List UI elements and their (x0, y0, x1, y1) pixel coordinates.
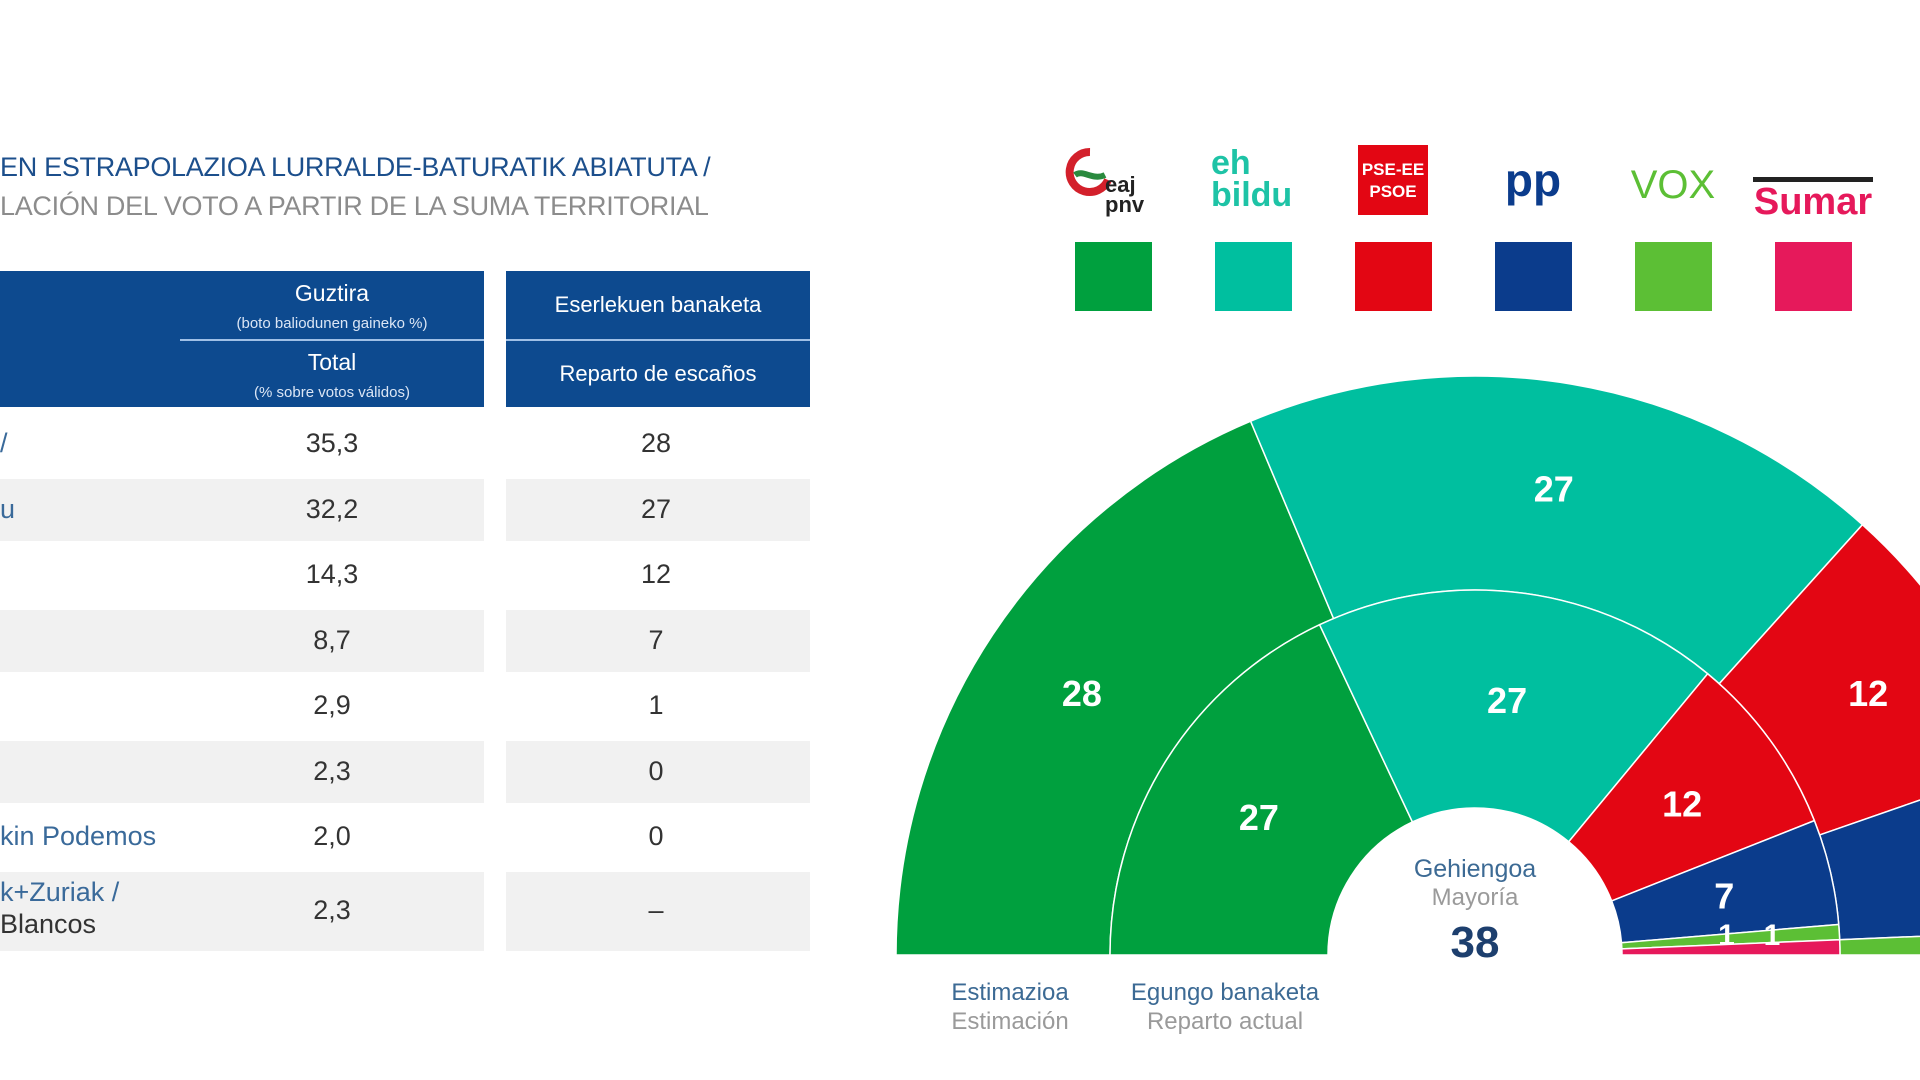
vote-percent: 2,3 (313, 755, 351, 786)
row-cell-seats (506, 740, 810, 803)
table-row: k+Zuriak / Blancos 2,3 – (0, 871, 810, 951)
seat-label-estimate-psoe: 12 (1848, 673, 1888, 714)
seat-label-current-pnv: 27 (1239, 797, 1279, 838)
table-row: 14,3 12 (0, 544, 810, 607)
table-header-seats: Eserlekuen banaketa Reparto de escaños (506, 271, 810, 407)
table-row: kin Podemos 2,0 0 (0, 806, 810, 869)
header-guztira: Guztira (294, 280, 370, 306)
table-row: 2,3 0 (0, 740, 810, 803)
vote-percent: 2,9 (313, 690, 351, 721)
seat-label-current-psoe: 12 (1662, 784, 1702, 825)
vote-percent: 2,3 (313, 895, 351, 925)
vote-percent: 32,2 (305, 493, 359, 524)
majority-eu: Gehiengoa (1413, 855, 1537, 883)
legend-outer-eu: Estimazioa (951, 979, 1069, 1006)
row-cell-total (0, 740, 484, 803)
vote-percent: 8,7 (313, 624, 351, 655)
row-cell-seats (506, 609, 810, 672)
header-total: Total (307, 349, 357, 375)
seat-label-estimate-pnv: 28 (1062, 673, 1102, 714)
title-basque: EN ESTRAPOLAZIOA LURRALDE-BATURATIK ABIA… (0, 152, 711, 182)
header-divider (506, 339, 810, 341)
seat-count: 12 (640, 559, 672, 590)
row-cell-seats (506, 478, 810, 541)
table-row: u 32,2 27 (0, 478, 810, 541)
seat-label-current-bildu: 27 (1487, 680, 1527, 721)
seat-count: 0 (648, 755, 664, 786)
legend-inner-es: Reparto actual (1146, 1008, 1304, 1035)
table-row: 8,7 7 (0, 609, 810, 672)
majority-center-hole (1328, 808, 1622, 955)
seat-count: 27 (640, 493, 672, 524)
header-divider (180, 339, 484, 341)
table-header-total: Guztira (boto baliodunen gaineko %) Tota… (0, 271, 484, 407)
header-reparto: Reparto de escaños (559, 361, 757, 386)
vox-logo: VOX (1630, 163, 1716, 207)
majority-es: Mayoría (1431, 884, 1519, 911)
header-guztira-sub: (boto baliodunen gaineko %) (236, 315, 428, 332)
seat-count: 7 (648, 624, 664, 655)
vote-percent: 2,0 (313, 821, 351, 852)
seat-count: 28 (640, 428, 672, 459)
vote-percent: 14,3 (305, 559, 359, 590)
legend-outer-es: Estimación (951, 1008, 1069, 1035)
legend-outer: Estimazioa Estimación (940, 978, 1080, 1036)
header-total-sub: (% sobre votos válidos) (254, 384, 410, 401)
seat-label-estimate-bildu: 27 (1534, 469, 1574, 510)
party-label: k+Zuriak / (0, 876, 120, 907)
pnv-color-swatch (1075, 242, 1152, 311)
seat-count: – (648, 895, 664, 925)
row-cell-seats (506, 871, 810, 951)
legend-inner: Egungo banaketa Reparto actual (1110, 978, 1340, 1036)
sumar-color-swatch (1775, 242, 1852, 311)
header-eserlekuen: Eserlekuen banaketa (554, 292, 762, 317)
party-label: / (0, 428, 8, 458)
party-label: kin Podemos (0, 821, 157, 851)
pp-logo: pp (1504, 154, 1562, 206)
bildu-logo: eh bildu (1211, 144, 1293, 214)
vox-color-swatch (1635, 242, 1712, 311)
sumar-logo: Sumar (1753, 145, 1873, 225)
psoe-color-swatch (1355, 242, 1432, 311)
table-row: / 35,3 28 (0, 413, 810, 476)
vote-percent: 35,3 (305, 428, 359, 459)
table-row: 2,9 1 (0, 675, 810, 738)
pp-color-swatch (1495, 242, 1572, 311)
row-cell-total (0, 871, 484, 951)
row-cell-total (0, 478, 484, 541)
legend-inner-eu: Egungo banaketa (1130, 979, 1320, 1006)
bildu-color-swatch (1215, 242, 1292, 311)
seat-count: 0 (648, 821, 664, 852)
seat-count: 1 (648, 690, 664, 721)
party-label-2: Blancos (0, 908, 97, 939)
psoe-logo: PSE-EE PSOE (1333, 145, 1453, 225)
row-cell-total (0, 609, 484, 672)
party-label: u (0, 493, 16, 524)
majority-label: Gehiengoa Mayoría 38 (1375, 855, 1575, 968)
pnv-logo: eaj pnv (1053, 145, 1173, 225)
seat-label-current-sumar: 1 (1764, 919, 1781, 952)
majority-value: 38 (1450, 918, 1500, 967)
seat-label-current-pp: 7 (1714, 876, 1734, 917)
title-spanish: LACIÓN DEL VOTO A PARTIR DE LA SUMA TERR… (0, 191, 709, 221)
